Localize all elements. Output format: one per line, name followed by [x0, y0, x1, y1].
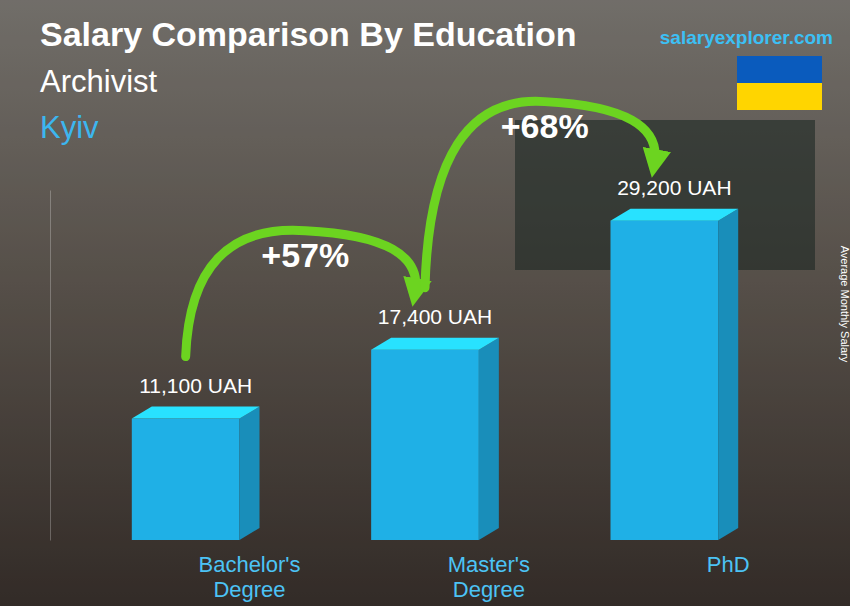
subtitle: Archivist — [40, 64, 158, 99]
x-tick-label: Master'sDegree — [448, 552, 530, 602]
bar-top — [132, 407, 260, 419]
bar-side — [718, 209, 738, 540]
data-label: 11,100 UAH — [139, 374, 252, 397]
source: salaryexplorer.com — [660, 27, 833, 48]
labels: 11,100 UAH 17,400 UAH 29,200 UAH +57% +68% Sa… — [40, 15, 850, 397]
x-tick-label-line: Master's — [448, 552, 530, 577]
growth-arrow — [186, 230, 416, 356]
x-tick-label-line: Degree — [213, 577, 285, 602]
x-tick: Bachelor'sDegree — [186, 540, 301, 602]
title: Salary Comparison By Education — [40, 15, 577, 53]
bar-top — [371, 338, 499, 350]
x-tick: Master'sDegree — [425, 540, 530, 602]
x-tick-label-line: Degree — [453, 577, 525, 602]
growth-label: +57% — [261, 236, 349, 274]
bar — [610, 221, 718, 540]
bar-side — [479, 338, 499, 540]
location: Kyiv — [40, 110, 99, 145]
y-axis-line — [50, 191, 51, 541]
x-tick-label: Bachelor'sDegree — [198, 552, 300, 602]
growth-label: +68% — [501, 107, 589, 145]
flag-blue — [737, 56, 822, 83]
x-axis-line — [61, 540, 791, 541]
x-axis: Bachelor'sDegreeMaster'sDegreePhD — [61, 540, 791, 602]
x-tick-label: PhD — [707, 552, 750, 577]
data-label: 29,200 UAH — [617, 176, 731, 199]
growth-arrow — [425, 101, 655, 287]
data-label: 17,400 UAH — [378, 305, 492, 328]
chart: Bachelor'sDegreeMaster'sDegreePhD11,100 … — [0, 0, 850, 606]
background-shade — [0, 0, 850, 606]
bar-side — [240, 407, 260, 540]
bar — [132, 419, 240, 540]
bar-group — [371, 338, 499, 540]
bar-group — [132, 407, 260, 540]
y-axis — [50, 191, 51, 541]
bar-top — [610, 209, 738, 221]
flag-yellow — [737, 83, 822, 110]
bars — [132, 209, 738, 540]
bar — [371, 350, 479, 540]
bar-group — [610, 209, 738, 540]
x-tick: PhD — [664, 540, 749, 577]
y-axis-title: Average Monthly Salary — [839, 246, 850, 363]
x-tick-label-line: Bachelor's — [198, 552, 300, 577]
x-tick-label-line: PhD — [707, 552, 750, 577]
background — [0, 0, 850, 606]
